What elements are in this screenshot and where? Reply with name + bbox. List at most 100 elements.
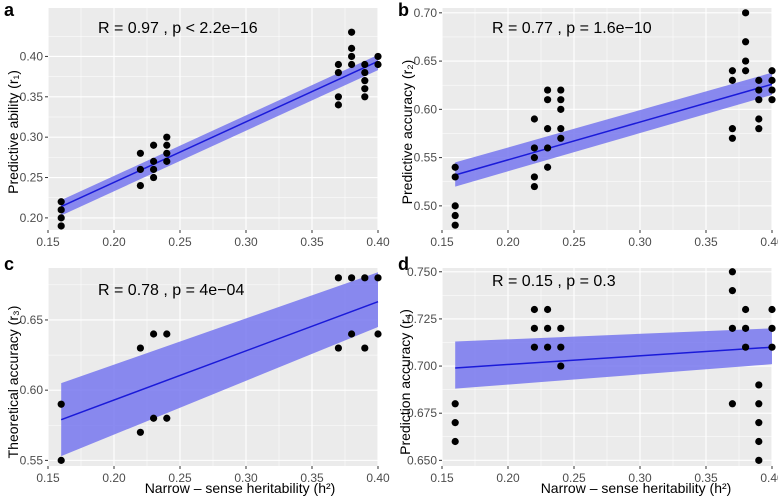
panel-b-y-title: Predictive accuracy (r₂) [399,60,415,205]
panel-c-x-tick-label-0-25: 0.25 [168,471,192,485]
panel-d-point-22 [755,400,763,408]
panel-c-point-15 [374,274,382,282]
panel-b-point-9 [530,115,539,123]
panel-c-point-6 [163,414,171,422]
panel-c: c 0.15 0.20 0.25 0.30 0.35 0.40 0.55 0.60 0.65 R… [4,254,390,496]
panel-b-point-6 [530,173,539,181]
panel-a-x-tick-label-0-35: 0.35 [300,235,324,249]
panel-c-y-tick-label-0-55: 0.55 [20,453,44,467]
panel-a-y-tick-label-0-4: 0.40 [20,49,44,63]
panel-d-point-11 [557,324,565,332]
panel-b-point-23 [728,67,737,75]
panel-b-point-30 [755,96,763,104]
panel-b-x-tick-label-0-25: 0.25 [562,235,586,249]
panel-c-y-tick-label-0-65: 0.65 [20,313,44,327]
panel-b-point-5 [530,182,539,191]
panel-b-point-36 [768,67,776,75]
panel-a-point-6 [136,149,144,157]
panel-b-point-4 [451,163,459,171]
panel-d-x-title: Narrow – sense heritability (h²) [541,480,732,496]
panel-a-y-title: Predictive ability (r₁) [5,70,21,194]
panel-d-point-21 [755,419,763,427]
panel-a-point-2 [57,206,65,214]
panel-b-point-2 [451,202,459,210]
panel-c-regression-line [60,300,379,421]
panel-a-point-3 [57,198,65,206]
panel-c-x-tick-label-0-15: 0.15 [36,471,60,485]
panel-b-point-34 [768,86,776,94]
panel-d-y-tick-label-0-75: 0.750 [407,265,437,279]
panel-d-x-tick-label-0-35: 0.35 [694,471,718,485]
panel-d-point-23 [755,381,763,389]
panel-c-point-14 [374,330,382,338]
panel-c-point-11 [348,274,356,282]
panel-a-point-9 [150,157,158,165]
panel-d-point-24 [768,343,776,351]
panel-d-x-tick-label-0-15: 0.15 [430,471,454,485]
panel-a-point-27 [361,60,369,69]
panel-d-point-20 [755,437,763,446]
panel-b-point-3 [451,173,459,181]
panel-a-x-tick-label-0-2: 0.20 [102,235,126,249]
panel-b-y-tick-label-0-7: 0.70 [414,6,438,20]
panel-c-point-8 [334,344,342,352]
panel-d-point-9 [557,362,565,370]
panel-b-point-27 [742,9,750,17]
panel-c-tag: c [4,254,14,274]
panel-d-point-4 [530,324,539,332]
panel-b-regression-line [454,83,773,176]
panel-a-x-tick-label-0-15: 0.15 [36,235,60,249]
panel-b-point-22 [728,76,737,84]
panel-b-point-20 [728,134,737,142]
panel-b-stat: R = 0.77 , p = 1.6e−10 [492,20,652,37]
panel-b-point-33 [768,96,776,104]
panel-b-point-29 [755,115,763,123]
panel-c-point-3 [136,344,144,352]
panel-c-point-1 [57,400,65,408]
panel-b: b 0.15 0.20 0.25 0.30 0.35 0.40 0.50 0.55 0.60 0.… [398,0,778,249]
panel-b-point-19 [557,86,565,94]
panel-d-x-tick-label-0-25: 0.25 [562,471,586,485]
panel-b-point-1 [451,211,459,220]
panel-d-point-1 [451,419,459,427]
panel-a-point-24 [361,85,369,93]
panel-b-point-15 [557,134,565,142]
panel-a-y-tick-label-0-2: 0.20 [20,211,44,225]
panel-c-point-4 [150,414,158,422]
panel-d-point-10 [557,343,565,351]
panel-a-point-20 [348,52,356,61]
panel-d-y-tick-label-0-675: 0.675 [407,406,437,420]
panel-d-y-tick-label-0-725: 0.725 [407,312,437,326]
panel-b-point-16 [557,125,565,133]
panel-d-point-7 [544,324,552,332]
panel-d-point-15 [728,268,737,276]
panel-a-point-16 [334,93,342,101]
panel-b-y-tick-label-0-5: 0.50 [414,199,438,213]
panel-b-point-25 [742,57,750,65]
panel-b-point-13 [544,96,552,104]
panel-b-point-28 [755,125,763,133]
panel-b-point-32 [755,76,763,84]
panel-d-x-tick-label-0-2: 0.20 [496,471,520,485]
panel-d-point-26 [768,305,776,314]
panel-b-point-35 [768,76,776,84]
panel-d: d 0.15 0.20 0.25 0.30 0.35 0.40 0.650 0.675 0.70… [397,254,778,496]
panel-a-confidence-band [61,54,378,216]
panel-d-point-0 [451,437,459,446]
panel-c-point-2 [136,428,144,436]
panel-a-tag: a [4,0,15,20]
panel-b-x-tick-label-0-15: 0.15 [430,235,454,249]
panel-d-point-8 [544,305,552,314]
panel-b-point-21 [728,125,737,133]
panel-a-point-18 [334,60,342,69]
panel-d-point-17 [742,324,750,332]
panel-d-point-13 [728,324,737,332]
panel-d-point-3 [530,343,539,351]
panel-b-y-tick-label-0-6: 0.60 [414,102,438,116]
panel-c-y-title: Theoretical accuracy (r₃) [5,306,21,459]
panel-d-point-14 [728,287,737,295]
panel-a-point-25 [361,77,369,85]
panel-a-point-1 [57,214,65,222]
panel-d-point-6 [544,343,552,351]
panel-a-point-17 [334,68,342,77]
